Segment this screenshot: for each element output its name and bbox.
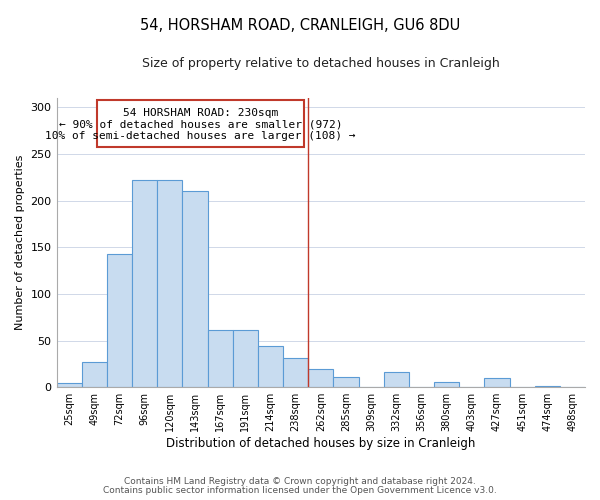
Text: ← 90% of detached houses are smaller (972): ← 90% of detached houses are smaller (97… <box>59 120 343 130</box>
Text: Contains public sector information licensed under the Open Government Licence v3: Contains public sector information licen… <box>103 486 497 495</box>
Bar <box>132 180 157 387</box>
FancyBboxPatch shape <box>97 100 304 146</box>
Bar <box>182 192 208 387</box>
Text: 54, HORSHAM ROAD, CRANLEIGH, GU6 8DU: 54, HORSHAM ROAD, CRANLEIGH, GU6 8DU <box>140 18 460 32</box>
Bar <box>535 386 560 387</box>
Text: 54 HORSHAM ROAD: 230sqm: 54 HORSHAM ROAD: 230sqm <box>123 108 278 118</box>
Bar <box>107 254 132 387</box>
Bar <box>233 330 258 387</box>
Bar <box>383 372 409 387</box>
Text: 10% of semi-detached houses are larger (108) →: 10% of semi-detached houses are larger (… <box>46 130 356 140</box>
X-axis label: Distribution of detached houses by size in Cranleigh: Distribution of detached houses by size … <box>166 437 475 450</box>
Bar <box>434 382 459 387</box>
Bar <box>484 378 509 387</box>
Bar <box>283 358 308 387</box>
Title: Size of property relative to detached houses in Cranleigh: Size of property relative to detached ho… <box>142 58 500 70</box>
Bar <box>82 362 107 387</box>
Bar <box>157 180 182 387</box>
Bar <box>258 346 283 387</box>
Bar <box>208 330 233 387</box>
Bar <box>308 368 334 387</box>
Y-axis label: Number of detached properties: Number of detached properties <box>15 155 25 330</box>
Bar <box>334 377 359 387</box>
Text: Contains HM Land Registry data © Crown copyright and database right 2024.: Contains HM Land Registry data © Crown c… <box>124 477 476 486</box>
Bar <box>56 384 82 387</box>
